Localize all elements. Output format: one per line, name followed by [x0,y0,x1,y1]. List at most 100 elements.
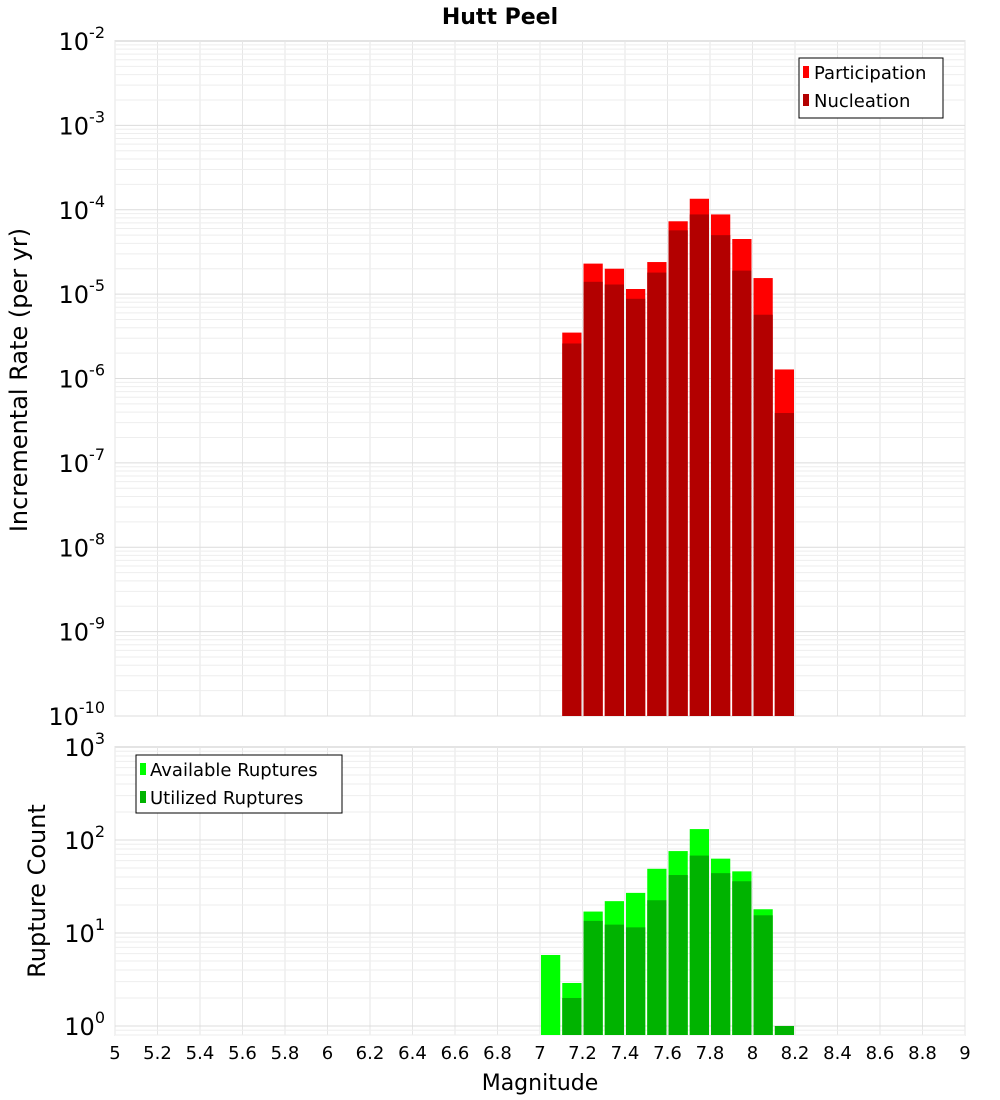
rate-plot-y-axis-label: Incremental Rate (per yr) [5,228,33,532]
x-tick-label: 6.8 [483,1043,512,1064]
nucleation-bar [711,235,731,716]
utilized-ruptures-bar [711,873,731,1035]
nucleation-bar [689,214,709,717]
rate-y-tick-base: 10 [59,619,90,647]
participation-legend-label: Participation [814,63,926,84]
rate-y-tick-label: 10-6 [59,361,106,394]
count-y-tick-label: 102 [64,822,105,855]
nucleation-bar [626,298,646,716]
x-tick-label: 9 [959,1043,970,1064]
nucleation-bar [753,314,773,716]
rate-y-tick-base: 10 [59,450,90,478]
rate-y-tick-exponent: -10 [79,698,105,717]
nucleation-bar [774,413,794,716]
rate-y-tick-label: 10-7 [59,445,106,478]
available-ruptures-bar [541,954,561,1035]
nucleation-bar [583,281,603,716]
utilized-ruptures-bar [583,920,603,1035]
count-y-tick-base: 10 [64,920,95,948]
x-tick-label: 7.6 [653,1043,682,1064]
rate-plot-y-ticks: 10-210-310-410-510-610-710-810-910-10 [48,23,105,731]
rate-plot-gridlines [114,41,966,717]
nucleation-bar [604,284,624,716]
x-tick-label: 8.2 [781,1043,810,1064]
nucleation-bar [562,343,582,716]
rate-y-tick-exponent: -2 [89,23,105,42]
x-tick-label: 7 [534,1043,545,1064]
utilized-ruptures-bar [626,927,646,1035]
x-tick-label: 5.8 [271,1043,300,1064]
nucleation-legend-swatch [803,94,809,106]
utilized-ruptures-legend-swatch [140,791,146,803]
count-plot-legend: Available Ruptures Utilized Ruptures [135,754,343,814]
rate-y-tick-base: 10 [59,366,90,394]
chart-title: Hutt Peel [442,5,558,30]
count-plot-bars [541,829,794,1035]
count-y-tick-exponent: 3 [95,729,105,748]
nucleation-legend-label: Nucleation [814,91,910,112]
rate-y-tick-label: 10-2 [59,23,106,56]
utilized-ruptures-bar [647,900,667,1035]
utilized-ruptures-bar [604,924,624,1035]
nucleation-bar [647,272,667,716]
count-y-tick-label: 100 [64,1008,105,1041]
x-tick-label: 8 [747,1043,758,1064]
count-plot-gridlines [114,747,966,1036]
utilized-ruptures-bar [753,915,773,1035]
x-tick-label: 5.6 [228,1043,257,1064]
rate-y-tick-base: 10 [48,703,79,731]
rate-y-tick-label: 10-10 [48,698,105,731]
count-plot-y-axis-label: Rupture Count [23,804,51,978]
utilized-ruptures-bar [774,1025,794,1035]
rate-y-tick-base: 10 [59,112,90,140]
x-tick-label: 6.6 [441,1043,470,1064]
rate-legend-box [798,57,944,119]
count-y-tick-base: 10 [64,734,95,762]
count-y-tick-base: 10 [64,1013,95,1041]
x-tick-label: 8.8 [908,1043,937,1064]
x-tick-label: 5.2 [143,1043,172,1064]
rate-y-tick-exponent: -6 [89,361,105,380]
x-tick-label: 5 [109,1043,120,1064]
rate-y-tick-label: 10-4 [59,192,106,225]
x-tick-label: 7.2 [568,1043,597,1064]
rate-y-tick-base: 10 [59,534,90,562]
x-axis-ticks: 5 5.2 5.4 5.6 5.8 6 6.2 6.4 6.6 6.8 7 7.2 7.4 7.6 7.8 8… [109,1043,970,1064]
count-y-tick-exponent: 1 [95,915,105,934]
utilized-ruptures-bar [689,855,709,1035]
rate-y-tick-exponent: -7 [89,445,105,464]
count-y-tick-label: 103 [64,729,105,762]
x-tick-label: 7.4 [611,1043,640,1064]
rate-y-tick-exponent: -8 [89,529,105,548]
nucleation-bar [732,270,752,716]
rate-y-tick-exponent: -4 [89,192,105,211]
utilized-ruptures-bar [562,997,582,1035]
x-tick-label: 8.4 [823,1043,852,1064]
available-ruptures-legend-label: Available Ruptures [150,760,318,781]
x-tick-label: 5.4 [186,1043,215,1064]
x-tick-label: 6 [322,1043,333,1064]
rate-y-tick-exponent: -3 [89,107,105,126]
utilized-ruptures-legend-label: Utilized Ruptures [150,788,303,809]
rate-y-tick-label: 10-8 [59,529,106,562]
x-tick-label: 6.4 [398,1043,427,1064]
nucleation-bar [668,230,688,716]
x-axis-label: Magnitude [482,1071,599,1096]
x-tick-label: 6.2 [356,1043,385,1064]
count-y-tick-exponent: 2 [95,822,105,841]
available-ruptures-legend-swatch [140,763,146,775]
count-legend-box [135,754,343,814]
rate-y-tick-exponent: -9 [89,614,105,633]
rate-plot-bars [562,198,794,717]
rate-y-tick-exponent: -5 [89,276,105,295]
x-tick-label: 7.8 [696,1043,725,1064]
rate-y-tick-label: 10-9 [59,614,106,647]
rate-plot-legend: Participation Nucleation [798,57,944,119]
utilized-ruptures-bar [732,881,752,1035]
rate-y-tick-base: 10 [59,197,90,225]
x-tick-label: 8.6 [866,1043,895,1064]
utilized-ruptures-bar [668,875,688,1035]
rate-y-tick-label: 10-5 [59,276,106,309]
